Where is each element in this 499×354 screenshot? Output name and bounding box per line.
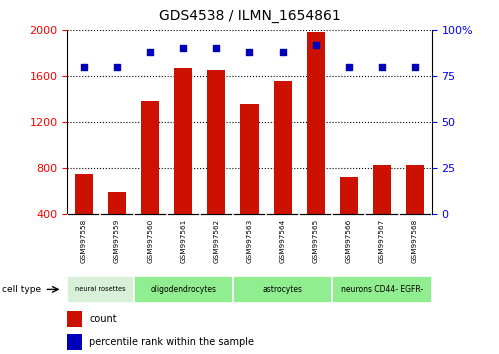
Text: count: count bbox=[89, 314, 117, 324]
Point bbox=[411, 64, 419, 70]
Text: percentile rank within the sample: percentile rank within the sample bbox=[89, 337, 254, 347]
Bar bbox=[67, 334, 82, 350]
Text: GSM997562: GSM997562 bbox=[214, 219, 220, 263]
Point bbox=[345, 64, 353, 70]
Text: neurons CD44- EGFR-: neurons CD44- EGFR- bbox=[341, 285, 423, 294]
Point bbox=[246, 49, 253, 55]
Text: GSM997568: GSM997568 bbox=[412, 219, 418, 263]
Text: GDS4538 / ILMN_1654861: GDS4538 / ILMN_1654861 bbox=[159, 9, 340, 23]
Point bbox=[278, 49, 286, 55]
Text: GSM997558: GSM997558 bbox=[81, 219, 87, 263]
Text: GSM997565: GSM997565 bbox=[313, 219, 319, 263]
Bar bbox=[108, 192, 126, 260]
Point bbox=[179, 46, 187, 51]
Bar bbox=[406, 165, 424, 260]
Text: GSM997563: GSM997563 bbox=[247, 219, 252, 263]
Text: neural rosettes: neural rosettes bbox=[75, 286, 126, 292]
Bar bbox=[67, 276, 134, 303]
Text: GSM997567: GSM997567 bbox=[379, 219, 385, 263]
Text: GSM997561: GSM997561 bbox=[180, 219, 186, 263]
Bar bbox=[67, 311, 82, 327]
Point bbox=[213, 46, 221, 51]
Bar bbox=[207, 70, 226, 260]
Bar bbox=[241, 104, 258, 260]
Point bbox=[378, 64, 386, 70]
Text: GSM997564: GSM997564 bbox=[279, 219, 285, 263]
Bar bbox=[332, 276, 432, 303]
Point bbox=[146, 49, 154, 55]
Bar bbox=[373, 165, 391, 260]
Text: GSM997560: GSM997560 bbox=[147, 219, 153, 263]
Bar bbox=[134, 276, 233, 303]
Text: astrocytes: astrocytes bbox=[262, 285, 302, 294]
Point bbox=[113, 64, 121, 70]
Bar bbox=[233, 276, 332, 303]
Text: GSM997566: GSM997566 bbox=[346, 219, 352, 263]
Bar bbox=[306, 32, 325, 260]
Point bbox=[312, 42, 320, 48]
Text: GSM997559: GSM997559 bbox=[114, 219, 120, 263]
Bar bbox=[340, 177, 358, 260]
Bar bbox=[75, 174, 93, 260]
Text: oligodendrocytes: oligodendrocytes bbox=[150, 285, 216, 294]
Bar bbox=[273, 81, 292, 260]
Bar bbox=[174, 68, 193, 260]
Point bbox=[80, 64, 88, 70]
Bar bbox=[141, 101, 159, 260]
Text: cell type: cell type bbox=[2, 285, 41, 294]
